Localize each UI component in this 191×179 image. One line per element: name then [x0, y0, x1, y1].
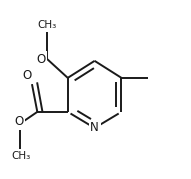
Text: CH₃: CH₃ [12, 151, 31, 161]
Text: O: O [23, 69, 32, 82]
Text: O: O [14, 115, 23, 128]
Text: O: O [36, 53, 45, 66]
Text: CH₃: CH₃ [38, 20, 57, 30]
Text: N: N [90, 122, 99, 134]
